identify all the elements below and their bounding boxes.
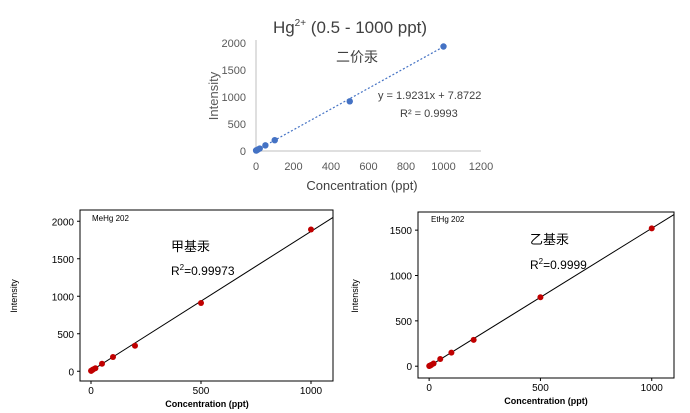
data-point (256, 145, 263, 152)
data-point (198, 300, 204, 306)
data-point (308, 226, 314, 233)
data-points (88, 226, 314, 374)
y-tick-label: 500 (228, 119, 246, 131)
x-tick-label: 500 (193, 386, 210, 397)
x-tick-label: 500 (532, 383, 549, 394)
chart-mehg: 0 500 1000 0 500 1000 1500 2000 MeHg 202 甲基汞 R… (9, 209, 334, 409)
data-point (271, 137, 278, 144)
trendline (255, 45, 446, 152)
series-label: 甲基汞 (171, 239, 210, 254)
y-tick-labels: 0 500 1000 1500 2000 (52, 217, 80, 378)
series-label: 二价汞 (336, 49, 378, 65)
y-tick-label: 1000 (52, 292, 75, 303)
y-tick-label: 1500 (222, 65, 246, 77)
equation: y = 1.9231x + 7.8722 (378, 90, 481, 102)
chart-title: Hg2+ (0.5 - 1000 ppt) (273, 18, 427, 37)
fit-line (89, 217, 334, 372)
y-axis-label: Intensity (350, 279, 360, 313)
x-tick-label: 200 (284, 161, 302, 173)
x-axis-label: Concentration (ppt) (165, 399, 249, 409)
data-points (426, 225, 655, 370)
data-point (440, 43, 447, 50)
y-tick-label: 1500 (52, 255, 75, 266)
plot-frame (417, 211, 675, 379)
data-point (132, 342, 138, 349)
data-point (648, 225, 655, 232)
data-point (262, 142, 269, 149)
chart-hg2-plus: Hg2+ (0.5 - 1000 ppt) 0 200 400 600 800 1000 1… (206, 18, 493, 193)
y-axis-label: Intensity (206, 71, 221, 120)
data-point (346, 98, 353, 105)
x-tick-label: 1000 (641, 383, 664, 394)
data-point (537, 294, 544, 301)
data-point (437, 355, 444, 362)
y-tick-label: 0 (240, 146, 246, 158)
y-tick-label: 0 (68, 367, 74, 378)
axes (255, 40, 481, 152)
data-point (99, 360, 105, 367)
series-label: 乙基汞 (530, 232, 569, 247)
x-tick-labels: 0 200 400 600 800 1000 1200 (253, 161, 493, 173)
x-axis-label: Concentration (ppt) (306, 178, 417, 193)
x-tick-label: 0 (253, 161, 259, 173)
chart-ethg: 0 500 1000 0 500 1000 1500 EtHg 202 乙基汞 R2=0.… (350, 211, 675, 406)
fit-line (427, 214, 675, 368)
x-tick-label: 800 (397, 161, 415, 173)
x-tick-label: 1200 (469, 161, 493, 173)
x-tick-label: 400 (322, 161, 340, 173)
y-tick-label: 1500 (390, 226, 413, 237)
y-tick-label: 1000 (222, 92, 246, 104)
y-tick-label: 1000 (390, 271, 413, 282)
y-tick-label: 2000 (222, 38, 246, 50)
data-point (470, 336, 477, 343)
x-axis-label: Concentration (ppt) (504, 396, 588, 406)
x-tick-label: 600 (359, 161, 377, 173)
data-point (448, 349, 455, 356)
corner-label: MeHg 202 (92, 214, 129, 223)
y-tick-labels: 0 500 1000 1500 (390, 226, 418, 373)
y-tick-label: 2000 (52, 217, 75, 228)
x-tick-label: 0 (88, 386, 94, 397)
data-point (110, 354, 116, 360)
y-tick-label: 0 (406, 362, 412, 373)
r-squared: R² = 0.9993 (400, 108, 458, 120)
data-point (430, 360, 437, 367)
x-tick-label: 0 (426, 383, 432, 394)
y-tick-label: 500 (57, 330, 74, 341)
data-points (252, 43, 447, 154)
r-squared: R2=0.9999 (530, 257, 587, 272)
y-tick-labels: 0 500 1000 1500 2000 (222, 38, 246, 158)
x-tick-labels: 0 500 1000 (426, 378, 663, 394)
x-tick-label: 1000 (300, 386, 323, 397)
y-tick-label: 500 (395, 317, 412, 328)
r-squared: R2=0.99973 (171, 263, 235, 278)
x-tick-labels: 0 500 1000 (88, 381, 323, 397)
corner-label: EtHg 202 (431, 215, 465, 224)
y-axis-label: Intensity (9, 279, 19, 313)
x-tick-label: 1000 (431, 161, 455, 173)
data-point (92, 365, 99, 372)
plot-frame (79, 209, 334, 382)
